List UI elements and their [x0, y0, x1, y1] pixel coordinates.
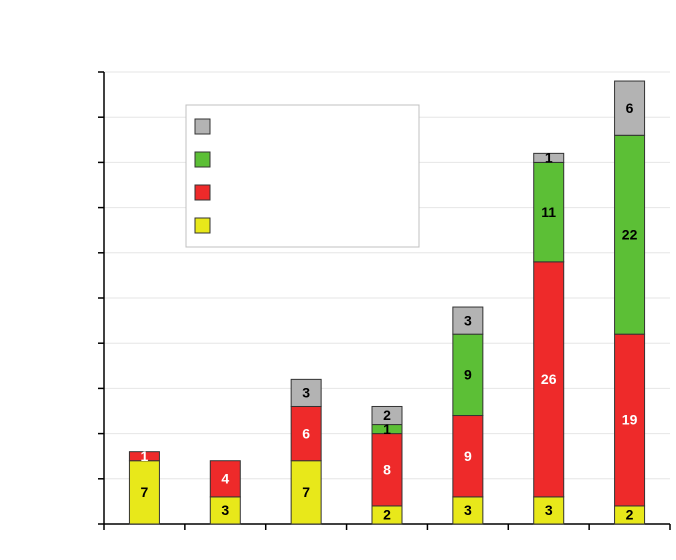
bar-segment	[290, 405, 322, 462]
data-label: 1	[141, 448, 149, 464]
legend	[185, 104, 420, 248]
data-label: 9	[464, 448, 472, 464]
data-label: 9	[464, 367, 472, 383]
bar-segment	[452, 333, 484, 417]
legend-swatch	[194, 217, 211, 234]
data-label: 1	[545, 150, 553, 166]
bar-segment	[614, 134, 646, 335]
data-label: 7	[141, 484, 149, 500]
bars	[128, 80, 646, 525]
data-label: 6	[302, 425, 310, 441]
data-label: 7	[302, 484, 310, 500]
data-label: 3	[221, 502, 229, 518]
bar-segment	[533, 261, 565, 498]
bar-segment	[371, 433, 403, 507]
legend-swatch	[194, 151, 211, 168]
data-label: 2	[383, 507, 391, 523]
data-label: 22	[622, 226, 638, 242]
data-label: 1	[383, 421, 391, 437]
bar-segment	[128, 451, 160, 462]
bar-segment	[371, 405, 403, 426]
data-label: 3	[464, 502, 472, 518]
data-label: 11	[541, 204, 556, 220]
bar-segment	[614, 80, 646, 136]
data-label: 4	[221, 471, 229, 487]
bar-segment	[209, 460, 241, 498]
data-label: 26	[541, 371, 557, 387]
data-label: 19	[622, 412, 638, 428]
data-label: 3	[545, 502, 553, 518]
data-label: 2	[383, 407, 391, 423]
data-label: 8	[383, 461, 391, 477]
axes	[98, 71, 671, 530]
bar-segment	[452, 415, 484, 498]
bar-segment	[452, 306, 484, 335]
data-label: 3	[464, 312, 472, 328]
data-label: 6	[626, 100, 634, 116]
legend-box	[185, 104, 420, 248]
data-label: 2	[626, 507, 634, 523]
legend-swatch	[194, 118, 211, 135]
legend-swatch	[194, 184, 211, 201]
bar-segment	[533, 152, 565, 163]
bar-segment	[290, 378, 322, 407]
data-label: 3	[302, 385, 310, 401]
